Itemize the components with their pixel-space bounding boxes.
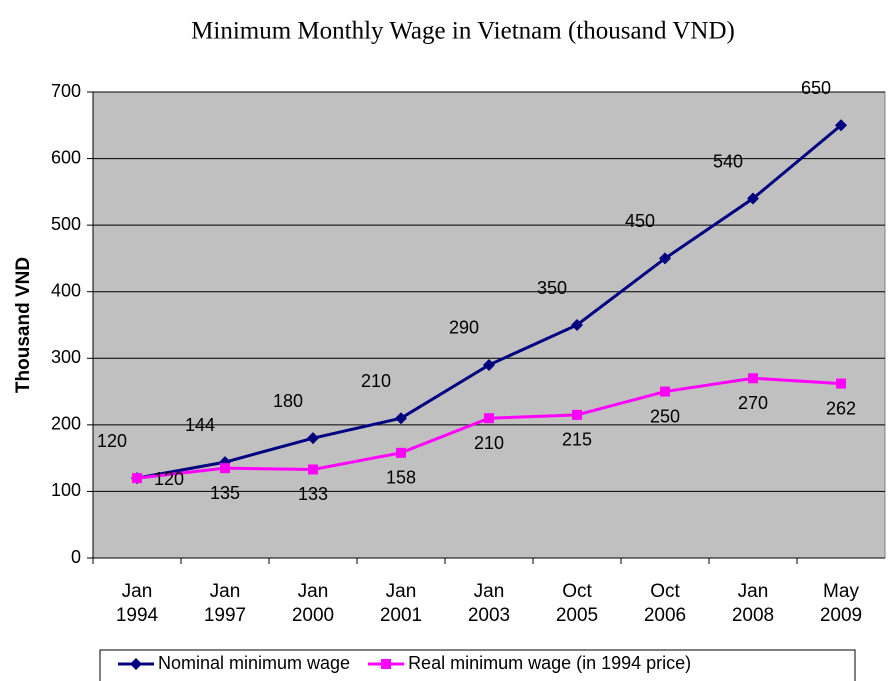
x-tick-label: Jan 2008	[731, 581, 775, 626]
data-label: 262	[826, 398, 856, 418]
x-tick-label: Oct 2005	[555, 581, 599, 626]
data-label: 250	[650, 406, 680, 426]
data-label: 133	[298, 484, 328, 504]
legend-marker	[381, 659, 392, 669]
plot-area	[92, 91, 886, 559]
data-point	[220, 463, 230, 474]
x-tick-label: Jan 1997	[203, 581, 247, 626]
y-tick-label: 400	[51, 280, 81, 300]
y-tick-label: 300	[51, 347, 81, 367]
data-point	[836, 378, 846, 389]
legend-label: Real minimum wage (in 1994 price)	[408, 653, 691, 673]
data-label: 180	[273, 391, 303, 411]
data-point	[395, 412, 407, 425]
legend-label: Nominal minimum wage	[158, 653, 350, 673]
x-tick-label: Oct 2006	[643, 581, 687, 626]
data-label: 158	[386, 468, 416, 488]
x-tick-label: Jan 2003	[467, 581, 511, 626]
data-label: 135	[210, 483, 240, 503]
data-point	[308, 464, 318, 475]
data-label: 210	[361, 371, 391, 391]
data-point	[572, 409, 582, 420]
data-label: 210	[474, 433, 504, 453]
data-label: 270	[738, 393, 768, 413]
data-label: 120	[154, 469, 184, 489]
data-label: 120	[97, 431, 127, 451]
y-tick-label: 600	[51, 147, 81, 167]
y-tick-label: 100	[51, 480, 81, 500]
chart-title: Minimum Monthly Wage in Vietnam (thousan…	[191, 18, 735, 45]
y-tick-label: 700	[51, 81, 81, 101]
data-point	[483, 358, 495, 371]
x-tick-label: Jan 2001	[379, 581, 423, 626]
data-point	[748, 373, 758, 384]
data-point	[132, 473, 142, 484]
data-point	[571, 319, 583, 331]
data-point	[396, 447, 406, 458]
legend-marker	[130, 658, 142, 670]
legend	[99, 649, 856, 681]
data-point	[307, 432, 319, 445]
y-axis-label: Thousand VND	[13, 257, 34, 393]
data-point	[835, 119, 847, 132]
data-label: 290	[449, 318, 479, 338]
data-label: 350	[537, 278, 567, 298]
data-label: 450	[625, 211, 655, 231]
x-tick-label: Jan 2000	[291, 581, 335, 626]
data-point	[747, 192, 759, 205]
data-label: 215	[562, 430, 592, 450]
data-label: 650	[801, 78, 831, 98]
y-tick-label: 500	[51, 214, 81, 234]
x-tick-label: Jan 1994	[115, 581, 159, 626]
data-point	[659, 252, 671, 265]
y-tick-label: 200	[51, 414, 81, 434]
y-tick-label: 0	[71, 547, 81, 567]
data-point	[660, 386, 670, 397]
data-point	[484, 413, 494, 424]
data-label: 540	[713, 151, 743, 171]
x-tick-label: May 2009	[819, 581, 863, 626]
data-label: 144	[185, 415, 215, 435]
